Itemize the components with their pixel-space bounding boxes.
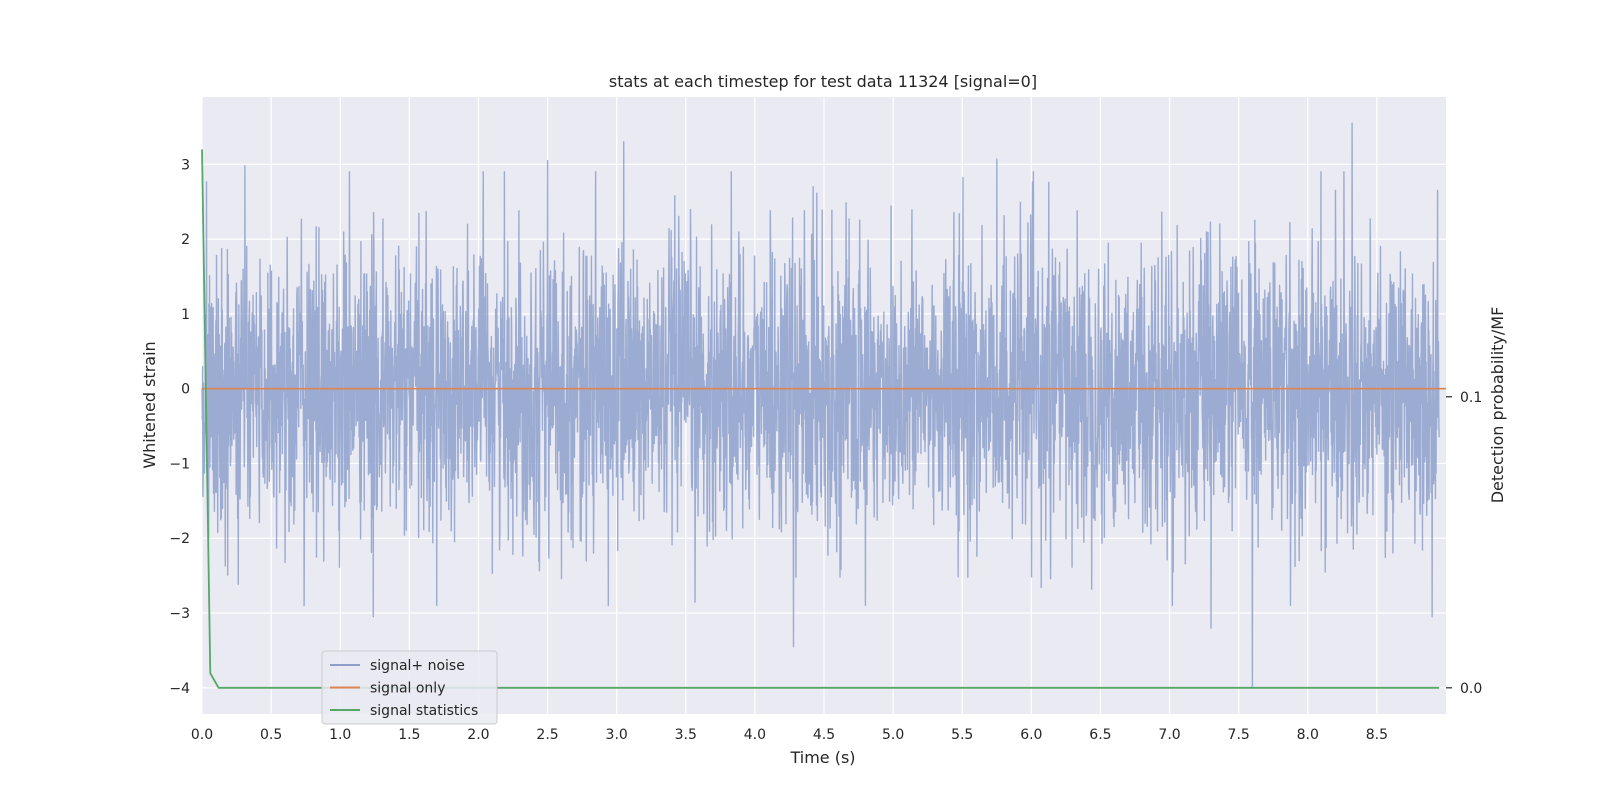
legend-box <box>321 650 498 725</box>
x-tick-label: 6.5 <box>1089 727 1111 743</box>
y-tick-label: −2 <box>169 531 190 547</box>
y-axis: −4 −3 −2 −1 0 1 2 3 <box>169 157 190 697</box>
x-tick-label: 6.0 <box>1020 727 1042 743</box>
x-tick-label: 7.0 <box>1158 727 1180 743</box>
series-line-signal-statistics <box>201 149 1440 689</box>
x-tick-label: 2.0 <box>467 727 489 743</box>
y2-axis: 0.0 0.1 <box>1446 390 1482 697</box>
x-tick-label: 3.0 <box>606 727 628 743</box>
y-tick-label: 2 <box>181 232 190 248</box>
x-tick-label: 2.5 <box>536 727 558 743</box>
y-tick-label: 3 <box>181 157 190 173</box>
series-line-signal-noise <box>201 122 1440 689</box>
y-tick-label: 0 <box>181 382 190 398</box>
chart-title: stats at each timestep for test data 113… <box>609 72 1037 91</box>
x-tick-label: 5.5 <box>951 727 973 743</box>
x-tick-label: 1.5 <box>398 727 420 743</box>
y-tick-label: −4 <box>169 681 190 697</box>
legend-label: signal only <box>370 681 445 697</box>
x-tick-label: 8.0 <box>1297 727 1319 743</box>
y-tick-label: −1 <box>169 456 190 472</box>
x-tick-label: 4.0 <box>744 727 766 743</box>
x-tick-label: 4.5 <box>813 727 835 743</box>
x-tick-label: 5.0 <box>882 727 904 743</box>
y2-axis-label: Detection probability/MF <box>1488 307 1507 504</box>
x-tick-label: 8.5 <box>1366 727 1388 743</box>
x-axis-label: Time (s) <box>789 748 855 767</box>
y-tick-label: −3 <box>169 606 190 622</box>
x-tick-label: 0.5 <box>260 727 282 743</box>
y-axis-label: Whitened strain <box>140 341 159 468</box>
y-tick-label: 1 <box>181 307 190 323</box>
x-tick-label: 3.5 <box>675 727 697 743</box>
x-axis: 0.0 0.5 1.0 1.5 2.0 2.5 3.0 3.5 4.0 4.5 5.0 5.5 6.0 6… <box>191 727 1388 743</box>
legend-label: signal+ noise <box>370 658 465 674</box>
legend: signal+ noise signal only signal statistic… <box>321 650 498 725</box>
y2-tick-label: 0.1 <box>1460 390 1482 406</box>
y2-tick-label: 0.0 <box>1460 681 1482 697</box>
x-tick-label: 1.0 <box>329 727 351 743</box>
x-tick-label: 7.5 <box>1228 727 1250 743</box>
x-tick-label: 0.0 <box>191 727 213 743</box>
legend-label: signal statistics <box>370 703 478 719</box>
series-layer <box>201 122 1446 689</box>
